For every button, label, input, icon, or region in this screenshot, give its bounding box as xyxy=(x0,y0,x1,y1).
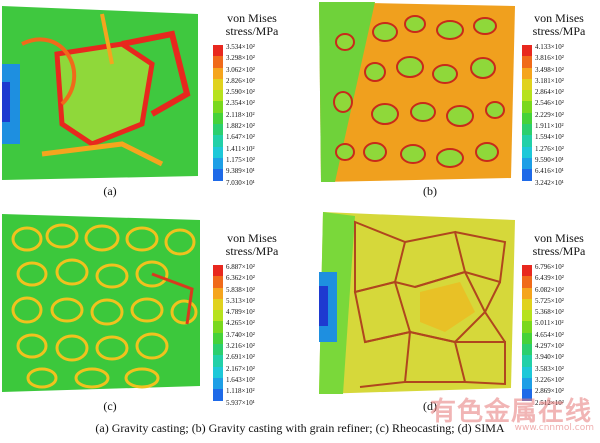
legend-title-line1: von Mises xyxy=(534,11,584,25)
panel-label-b: (b) xyxy=(423,184,437,198)
panel-label-c: (c) xyxy=(103,399,117,413)
colorbar-ticks-b: 4.133×10² 3.816×10² 3.498×10² 3.181×10² 2.86… xyxy=(535,43,564,187)
colorbar-a xyxy=(213,45,223,181)
legend-title-line2: stress/MPa xyxy=(532,24,586,38)
colorbar-d xyxy=(522,265,532,401)
stress-map-a xyxy=(2,4,198,180)
watermark: 有色金属在线 xyxy=(429,397,592,427)
panel-label-a: (a) xyxy=(103,184,117,198)
legend-title-line2: stress/MPa xyxy=(532,244,586,258)
colorbar-ticks-d: 6.796×10² 6.439×10² 6.082×10² 5.725×10² 5.36… xyxy=(535,263,564,407)
legend-title-line2: stress/MPa xyxy=(225,24,279,38)
legend-title-line2: stress/MPa xyxy=(225,244,279,258)
legend-title-line1: von Mises xyxy=(227,231,277,245)
colorbar-ticks-c: 6.887×10² 6.362×10² 5.838×10² 5.313×10² 4.78… xyxy=(226,263,255,407)
colorbar-ticks-a: 3.534×10² 3.298×10² 3.062×10² 2.826×10² 2.59… xyxy=(226,43,255,187)
legend-title-line1: von Mises xyxy=(534,231,584,245)
legend-title-line1: von Mises xyxy=(227,11,277,25)
stress-map-c xyxy=(2,214,200,392)
stress-map-d xyxy=(315,212,515,394)
figure-caption: (a) Gravity casting; (b) Gravity casting… xyxy=(95,421,505,435)
stress-map-b xyxy=(315,2,515,182)
watermark-url: www.cnnmol.com xyxy=(514,423,594,433)
colorbar-c xyxy=(213,265,223,401)
panel-label-d: (d) xyxy=(423,399,437,413)
colorbar-b xyxy=(522,45,532,181)
